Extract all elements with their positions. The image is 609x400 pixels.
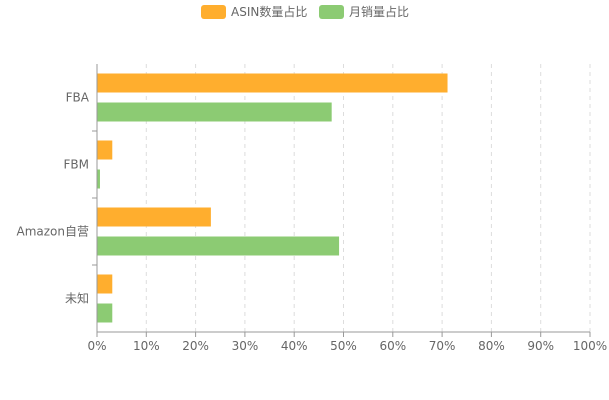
x-tick-label: 60% xyxy=(379,339,406,353)
category-label: FBA xyxy=(66,91,90,105)
category-label: 未知 xyxy=(65,292,89,306)
x-tick-label: 70% xyxy=(429,339,456,353)
bar-sales-0[interactable] xyxy=(97,102,332,122)
x-tick-label: 100% xyxy=(573,339,607,353)
bar-asin-2[interactable] xyxy=(97,207,211,227)
legend-item-0[interactable]: ASIN数量占比 xyxy=(201,4,307,19)
category-label: FBM xyxy=(64,158,90,172)
x-tick-label: 10% xyxy=(133,339,160,353)
bars xyxy=(97,73,448,323)
x-tick-label: 50% xyxy=(330,339,357,353)
x-tick-label: 90% xyxy=(527,339,554,353)
category-label: Amazon自营 xyxy=(17,225,90,239)
x-tick-label: 40% xyxy=(281,339,308,353)
x-tick-label: 20% xyxy=(182,339,209,353)
bar-asin-0[interactable] xyxy=(97,73,448,93)
x-tick-labels: 0% 10% 20% 30% 40% 50% 60% 70% 80% 90% 100% xyxy=(87,332,607,353)
bar-sales-3[interactable] xyxy=(97,303,113,323)
bar-asin-1[interactable] xyxy=(97,140,113,160)
x-tick-label: 80% xyxy=(478,339,505,353)
legend-item-1[interactable]: 月销量占比 xyxy=(319,4,409,19)
legend-swatch xyxy=(201,5,226,19)
bar-asin-3[interactable] xyxy=(97,274,113,294)
bar-sales-1[interactable] xyxy=(97,169,100,189)
x-tick-label: 30% xyxy=(232,339,259,353)
legend-swatch xyxy=(319,5,344,19)
x-tick-label: 0% xyxy=(87,339,106,353)
legend-label: 月销量占比 xyxy=(349,4,409,19)
legend-label: ASIN数量占比 xyxy=(231,4,307,19)
legend[interactable]: ASIN数量占比 月销量占比 xyxy=(201,4,409,19)
bar-sales-2[interactable] xyxy=(97,236,340,256)
